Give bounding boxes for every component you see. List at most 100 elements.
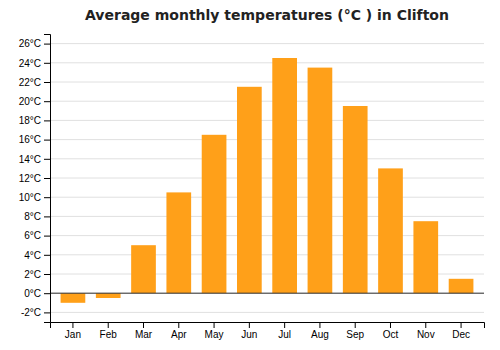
bar	[166, 192, 191, 293]
x-axis-line	[51, 323, 485, 329]
y-tick: 12°C	[19, 173, 50, 184]
grid-line	[50, 312, 484, 313]
y-tick-label: 8°C	[24, 211, 41, 222]
y-tick-mark	[44, 82, 50, 83]
x-tick-mark	[390, 322, 391, 328]
y-tick: 20°C	[19, 96, 50, 107]
x-tick-mark	[178, 322, 179, 328]
y-tick-mark	[44, 178, 50, 179]
y-tick: 26°C	[19, 38, 50, 49]
bar	[61, 293, 86, 303]
y-tick-mark	[44, 101, 50, 102]
bars	[61, 58, 474, 303]
x-tick-mark	[425, 322, 426, 328]
y-tick-label: 10°C	[19, 192, 41, 203]
x-tick-mark	[355, 322, 356, 328]
grid-line	[50, 158, 484, 159]
y-tick: -2°C	[21, 307, 50, 318]
zero-line	[50, 293, 484, 294]
x-tick: May	[205, 322, 224, 340]
x-tick: Oct	[383, 322, 399, 340]
y-axis: -2°C 0°C 2°C 4°C 6°C 8°C 10°C 12°C 14°C 16°C 18°C 2…	[19, 35, 51, 323]
x-tick-label: Mar	[135, 329, 153, 340]
y-tick-mark	[44, 255, 50, 256]
y-tick-mark	[44, 44, 50, 45]
y-tick-mark	[44, 140, 50, 141]
y-axis-line	[44, 35, 51, 323]
y-tick: 22°C	[19, 77, 50, 88]
title: Average monthly temperatures (°C ) in Cl…	[85, 7, 449, 23]
grid-line	[50, 62, 484, 63]
y-tick-label: 20°C	[19, 96, 41, 107]
grid-line	[50, 178, 484, 179]
bar	[272, 58, 297, 293]
y-tick: 6°C	[24, 230, 50, 241]
x-tick-label: May	[205, 329, 224, 340]
y-tick: 18°C	[19, 115, 50, 126]
y-tick-label: 2°C	[24, 269, 41, 280]
x-tick-label: Sep	[346, 329, 364, 340]
x-tick-label: Nov	[417, 329, 435, 340]
bar	[308, 68, 333, 294]
y-tick: 8°C	[24, 211, 50, 222]
chart: -2°C 0°C 2°C 4°C 6°C 8°C 10°C 12°C 14°C 16°C 18°C 2…	[0, 0, 500, 350]
y-tick-mark	[44, 293, 50, 294]
x-tick-label: Feb	[100, 329, 118, 340]
y-tick-mark	[44, 159, 50, 160]
x-tick-mark	[214, 322, 215, 328]
bar	[131, 245, 156, 293]
x-tick-mark	[461, 322, 462, 328]
x-tick-mark	[108, 322, 109, 328]
y-tick-label: 18°C	[19, 115, 41, 126]
grid-line	[50, 197, 484, 198]
x-tick-label: Oct	[383, 329, 399, 340]
x-tick-label: Dec	[452, 329, 470, 340]
x-tick-label: Jul	[278, 329, 291, 340]
x-tick: Jan	[65, 322, 81, 340]
grid-line	[50, 82, 484, 83]
x-tick-label: Apr	[171, 329, 187, 340]
y-tick-label: 6°C	[24, 230, 41, 241]
y-tick-label: 0°C	[24, 288, 41, 299]
y-tick-label: -2°C	[21, 307, 41, 318]
y-tick-mark	[44, 312, 50, 313]
grid-line	[50, 120, 484, 121]
y-tick-mark	[44, 274, 50, 275]
y-tick-label: 24°C	[19, 58, 41, 69]
bar	[202, 135, 227, 293]
x-tick: Dec	[452, 322, 470, 340]
x-tick: Feb	[100, 322, 118, 340]
y-tick-label: 12°C	[19, 173, 41, 184]
bar	[96, 293, 121, 298]
bar	[237, 87, 262, 293]
grid-line	[50, 101, 484, 102]
y-tick: 16°C	[19, 134, 50, 145]
grid-line	[50, 216, 484, 217]
x-tick-mark	[319, 322, 320, 328]
x-tick-mark	[143, 322, 144, 328]
x-tick-mark	[72, 322, 73, 328]
y-tick-mark	[44, 236, 50, 237]
x-tick: Sep	[346, 322, 364, 340]
x-tick-label: Jan	[65, 329, 81, 340]
y-tick-label: 4°C	[24, 250, 41, 261]
bar	[449, 279, 474, 293]
y-tick-label: 26°C	[19, 38, 41, 49]
plot: -2°C 0°C 2°C 4°C 6°C 8°C 10°C 12°C 14°C 16°C 18°C 2…	[19, 35, 485, 341]
y-tick: 0°C	[24, 288, 50, 299]
x-axis: JanFebMarAprMayJunJulAugSepOctNovDec	[51, 322, 485, 340]
grid-line	[50, 139, 484, 140]
x-tick: Aug	[311, 322, 329, 340]
x-tick-mark	[249, 322, 250, 328]
x-tick: Nov	[417, 322, 435, 340]
y-tick: 4°C	[24, 250, 50, 261]
y-tick-label: 14°C	[19, 154, 41, 165]
grid-line	[50, 293, 484, 294]
y-tick-mark	[44, 197, 50, 198]
y-tick-label: 22°C	[19, 77, 41, 88]
bar	[343, 106, 368, 293]
y-tick: 2°C	[24, 269, 50, 280]
x-tick: Mar	[135, 322, 153, 340]
x-tick-mark	[284, 322, 285, 328]
y-tick: 14°C	[19, 154, 50, 165]
